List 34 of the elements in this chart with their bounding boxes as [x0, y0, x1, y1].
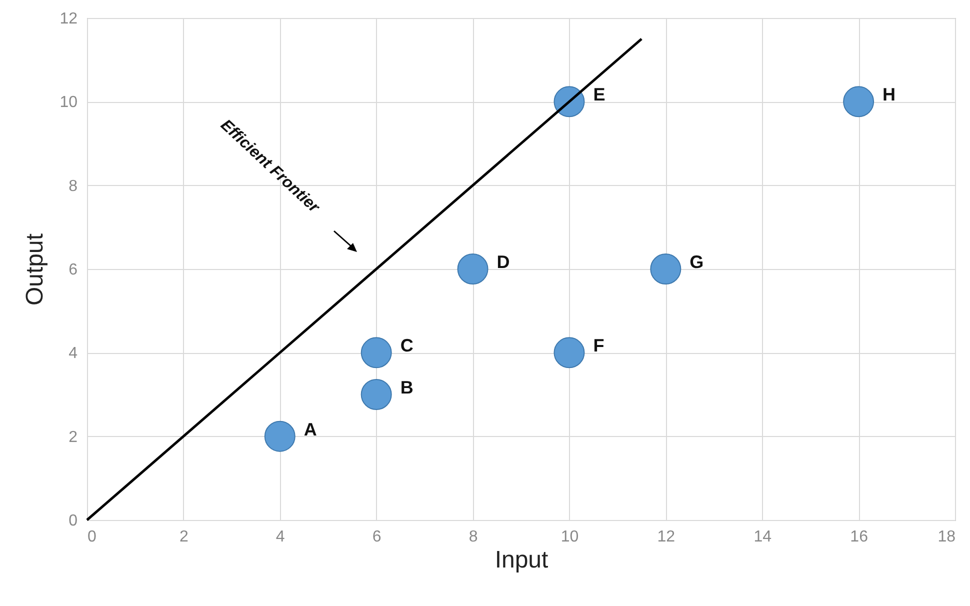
point	[843, 86, 874, 118]
x-tick-label: 8	[468, 528, 478, 546]
point	[264, 420, 296, 452]
x-tick-label: 10	[560, 528, 579, 546]
point	[360, 337, 392, 368]
x-tick-label: 12	[657, 528, 676, 546]
x-tick-label: 6	[372, 528, 382, 546]
annotation: E	[593, 84, 606, 105]
annotation: H	[882, 84, 896, 105]
x-tick-label: 4	[276, 528, 285, 546]
y-tick-label: 8	[68, 178, 78, 195]
annotation: G	[690, 252, 704, 272]
x-tick-label: 2	[179, 528, 188, 546]
annotation: D	[496, 252, 510, 272]
y-tick-label: 2	[68, 428, 78, 446]
x-axis-title: Input	[494, 546, 549, 574]
y-tick-label: 0	[68, 512, 78, 530]
y-tick-label: 4	[68, 345, 78, 362]
y-tick-label: 10	[60, 94, 78, 112]
x-tick-label: 0	[88, 528, 96, 546]
y-tick-label: 12	[60, 10, 78, 28]
point	[554, 337, 585, 368]
y-tick-label: 6	[68, 262, 78, 278]
point	[457, 254, 488, 284]
annotation: F	[593, 336, 604, 356]
x-tick-label: 14	[754, 528, 772, 546]
x-tick-label: 16	[850, 528, 868, 546]
y-axis-title: Output	[22, 233, 49, 306]
annotation: C	[400, 336, 414, 356]
annotation: B	[400, 378, 414, 398]
point	[650, 254, 682, 284]
annotation: A	[304, 419, 317, 440]
point	[360, 379, 392, 410]
x-tick-label: 18	[938, 528, 956, 546]
